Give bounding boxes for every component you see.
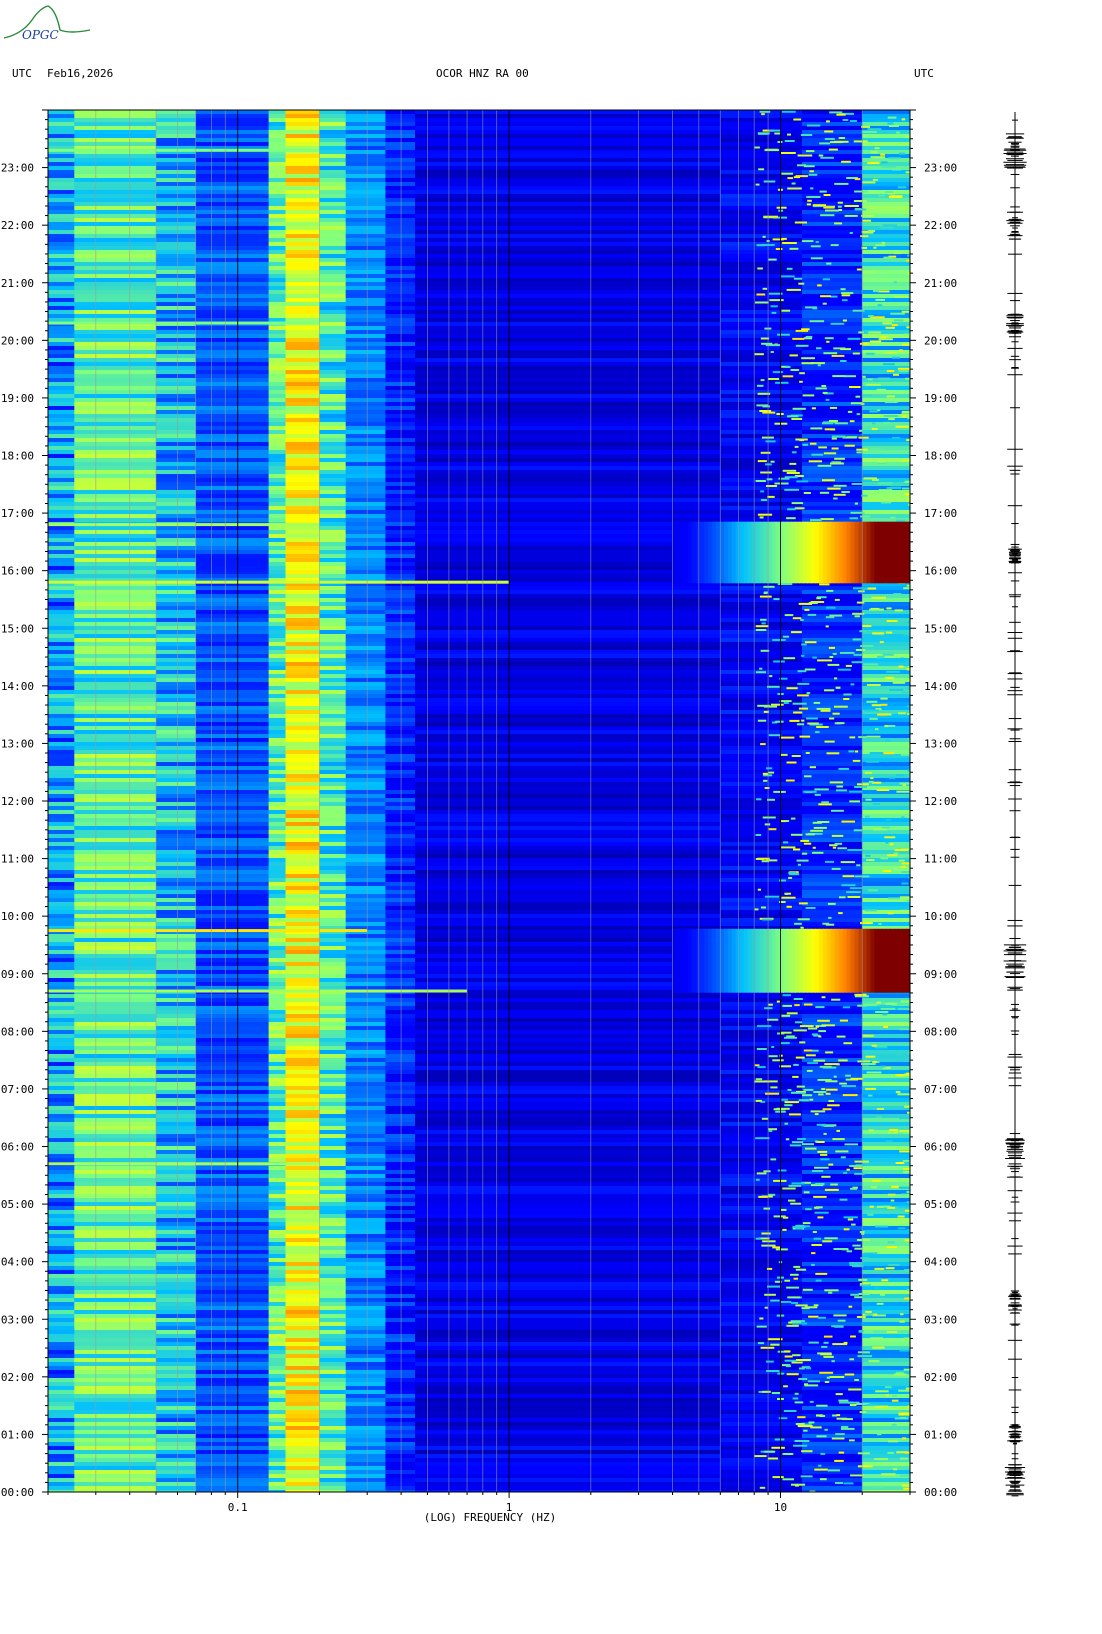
y-tick-label-left: 20:00 bbox=[1, 334, 34, 347]
y-tick-label-left: 19:00 bbox=[1, 392, 34, 405]
heatmap-band bbox=[720, 110, 803, 1492]
y-tick-label-right: 09:00 bbox=[924, 968, 957, 981]
seismogram-burst bbox=[1003, 133, 1027, 169]
seismogram-burst bbox=[1006, 313, 1024, 338]
heatmap-strong-event bbox=[672, 928, 910, 993]
time-axes: 00:00 00:00 01:00 01:00 02:00 02:00 03:00 03:00… bbox=[1, 109, 957, 1499]
y-tick-label-left: 07:00 bbox=[1, 1083, 34, 1096]
seismogram-burst bbox=[1004, 1464, 1026, 1497]
heatmap-event-line bbox=[48, 523, 320, 527]
y-tick-label-left: 00:00 bbox=[1, 1486, 34, 1499]
chart-title: OCOR HNZ RA 00 bbox=[436, 67, 529, 80]
frequency-gridlines bbox=[48, 110, 910, 1492]
seismogram-trace bbox=[1003, 112, 1027, 1497]
y-tick-label-right: 07:00 bbox=[924, 1083, 957, 1096]
y-tick-label-right: 13:00 bbox=[924, 737, 957, 750]
y-tick-label-right: 19:00 bbox=[924, 392, 957, 405]
seismogram-burst bbox=[1008, 543, 1022, 563]
y-tick-label-right: 04:00 bbox=[924, 1256, 957, 1269]
seismogram-burst bbox=[1003, 944, 1027, 979]
y-tick-label-left: 18:00 bbox=[1, 450, 34, 463]
heatmap-event-line bbox=[48, 580, 510, 584]
y-tick-label-left: 12:00 bbox=[1, 795, 34, 808]
heatmap-event-line bbox=[48, 321, 320, 325]
y-tick-label-right: 18:00 bbox=[924, 450, 957, 463]
y-tick-label-right: 23:00 bbox=[924, 162, 957, 175]
heatmap-band bbox=[319, 110, 347, 1492]
header-date: Feb16,2026 bbox=[47, 67, 114, 80]
y-tick-label-left: 06:00 bbox=[1, 1141, 34, 1154]
y-tick-label-right: 03:00 bbox=[924, 1313, 957, 1326]
x-axis-label: (LOG) FREQUENCY (HZ) bbox=[424, 1511, 556, 1524]
y-tick-label-right: 15:00 bbox=[924, 622, 957, 635]
y-tick-label-right: 02:00 bbox=[924, 1371, 957, 1384]
y-tick-label-right: 14:00 bbox=[924, 680, 957, 693]
seismogram-burst bbox=[1005, 1138, 1025, 1167]
logo-text: OPGC bbox=[22, 28, 59, 42]
y-tick-label-left: 01:00 bbox=[1, 1428, 34, 1441]
header-left-timezone: UTC bbox=[12, 67, 32, 80]
y-tick-label-left: 16:00 bbox=[1, 565, 34, 578]
y-tick-label-left: 03:00 bbox=[1, 1313, 34, 1326]
y-tick-label-left: 04:00 bbox=[1, 1256, 34, 1269]
opgc-logo: OPGC bbox=[3, 5, 91, 42]
heatmap-band bbox=[862, 110, 910, 1492]
heatmap-event-line bbox=[48, 929, 368, 933]
y-tick-label-right: 22:00 bbox=[924, 219, 957, 232]
y-tick-label-left: 11:00 bbox=[1, 853, 34, 866]
heatmap-band bbox=[48, 110, 75, 1492]
y-tick-label-left: 05:00 bbox=[1, 1198, 34, 1211]
heatmap-band bbox=[345, 110, 386, 1492]
heatmap-event-line bbox=[48, 989, 468, 993]
heatmap-strong-event bbox=[672, 521, 910, 584]
y-tick-label-left: 08:00 bbox=[1, 1025, 34, 1038]
x-tick-label: 1 bbox=[506, 1501, 513, 1514]
y-tick-label-right: 06:00 bbox=[924, 1141, 957, 1154]
heatmap-band bbox=[195, 110, 270, 1492]
seismogram-burst bbox=[1006, 211, 1024, 240]
x-tick-label: 10 bbox=[774, 1501, 787, 1514]
y-tick-label-left: 17:00 bbox=[1, 507, 34, 520]
header-right-timezone: UTC bbox=[914, 67, 934, 80]
y-tick-label-left: 09:00 bbox=[1, 968, 34, 981]
y-tick-label-left: 22:00 bbox=[1, 219, 34, 232]
y-tick-label-left: 21:00 bbox=[1, 277, 34, 290]
spectrogram-heatmap bbox=[48, 110, 910, 1492]
heatmap-band bbox=[156, 110, 197, 1492]
seismogram-burst bbox=[1008, 1290, 1022, 1314]
frequency-axis: 0.1 1 10 bbox=[47, 1492, 911, 1514]
y-tick-label-left: 10:00 bbox=[1, 910, 34, 923]
heatmap-band bbox=[74, 110, 157, 1492]
heatmap-event-line bbox=[48, 1162, 320, 1166]
y-tick-label-right: 21:00 bbox=[924, 277, 957, 290]
y-tick-label-right: 20:00 bbox=[924, 334, 957, 347]
heatmap-event-line bbox=[48, 148, 320, 152]
y-tick-label-left: 15:00 bbox=[1, 622, 34, 635]
y-tick-label-right: 12:00 bbox=[924, 795, 957, 808]
y-tick-label-right: 08:00 bbox=[924, 1025, 957, 1038]
y-tick-label-left: 13:00 bbox=[1, 737, 34, 750]
x-tick-label: 0.1 bbox=[228, 1501, 248, 1514]
heatmap-band bbox=[268, 110, 286, 1492]
y-tick-label-right: 17:00 bbox=[924, 507, 957, 520]
y-tick-label-right: 10:00 bbox=[924, 910, 957, 923]
heatmap-band bbox=[385, 110, 416, 1492]
y-tick-label-left: 23:00 bbox=[1, 162, 34, 175]
y-tick-label-right: 16:00 bbox=[924, 565, 957, 578]
y-tick-label-left: 02:00 bbox=[1, 1371, 34, 1384]
heatmap-band bbox=[285, 110, 320, 1492]
y-tick-label-right: 05:00 bbox=[924, 1198, 957, 1211]
seismogram-burst bbox=[1008, 1424, 1022, 1445]
y-tick-label-right: 00:00 bbox=[924, 1486, 957, 1499]
y-tick-label-right: 01:00 bbox=[924, 1428, 957, 1441]
heatmap-band bbox=[415, 110, 721, 1492]
y-tick-label-right: 11:00 bbox=[924, 853, 957, 866]
y-tick-label-left: 14:00 bbox=[1, 680, 34, 693]
